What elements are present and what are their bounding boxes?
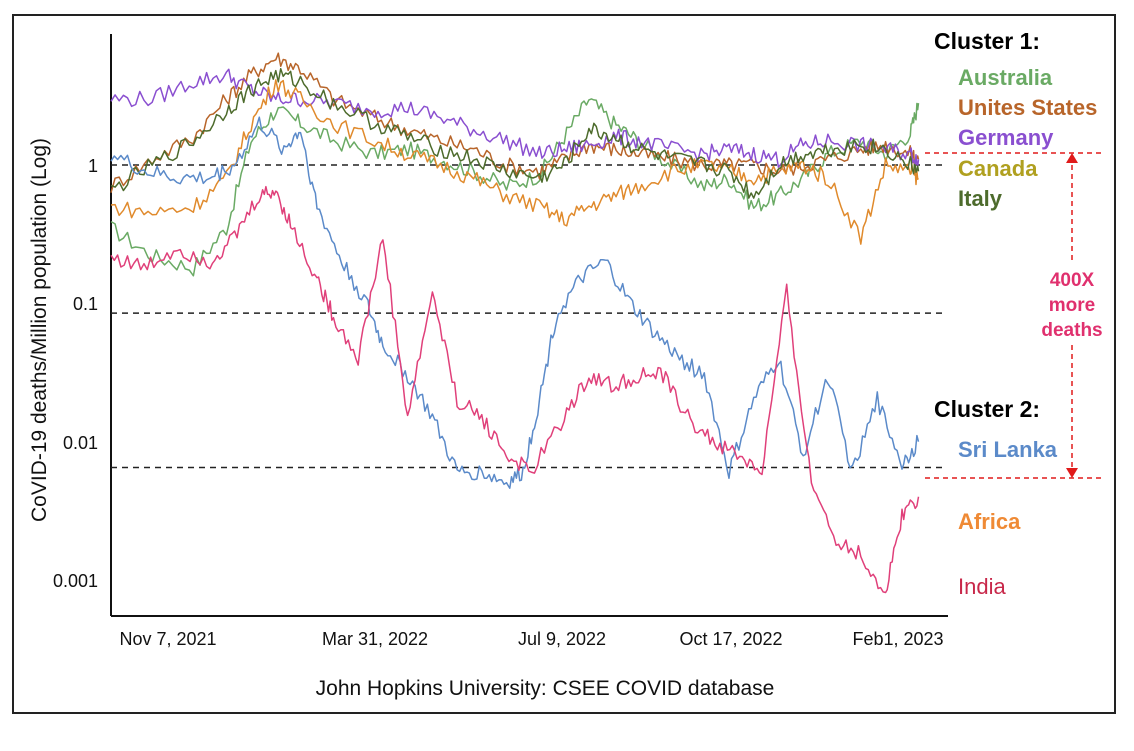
legend-united-states: Unites States (958, 95, 1097, 120)
series-line-india (110, 185, 920, 594)
x-axis-title: John Hopkins University: CSEE COVID data… (316, 677, 775, 700)
series-line-sri-lanka (110, 116, 920, 489)
legend-india: India (958, 574, 1006, 599)
x-tick-label-mar-2022: Mar 31, 2022 (322, 629, 428, 649)
series-line-australia (110, 98, 920, 277)
x-tick-label-nov-2021: Nov 7, 2021 (119, 629, 216, 649)
annotation-more: more (1049, 295, 1095, 316)
y-tick-label-0.001: 0.001 (53, 571, 98, 591)
y-tick-label-0.01: 0.01 (63, 433, 98, 453)
y-axis-title: CoVID-19 deaths/Million population (Log) (28, 138, 51, 522)
annotation-deaths: deaths (1041, 320, 1102, 341)
x-tick-label-jul-2022: Jul 9, 2022 (518, 629, 606, 649)
x-tick-label-feb-2023: Feb1, 2023 (852, 629, 943, 649)
y-tick-label-0.1: 0.1 (73, 294, 98, 314)
annotation-400x: 400X (1050, 270, 1095, 291)
y-tick-label-1: 1 (88, 156, 98, 176)
annotation-arrowhead-down (1066, 468, 1078, 478)
series-line-unites-states (110, 52, 920, 193)
cluster-2-heading: Cluster 2: (934, 396, 1040, 422)
legend-australia: Australia (958, 65, 1053, 90)
legend-canada: Canada (958, 156, 1038, 181)
series-line-germany (110, 68, 920, 168)
series-line-italy (110, 67, 920, 199)
series-lines (110, 52, 920, 594)
figure-frame (12, 14, 1116, 714)
cluster-1-heading: Cluster 1: (934, 28, 1040, 54)
x-tick-label-oct-2022: Oct 17, 2022 (679, 629, 782, 649)
legend-sri-lanka: Sri Lanka (958, 437, 1058, 462)
legend-africa: Africa (958, 509, 1021, 534)
annotation-arrowhead-up (1066, 153, 1078, 163)
series-line-canada (110, 79, 920, 245)
legend-italy: Italy (958, 186, 1003, 211)
legend-germany: Germany (958, 125, 1054, 150)
reference-lines (111, 164, 943, 469)
